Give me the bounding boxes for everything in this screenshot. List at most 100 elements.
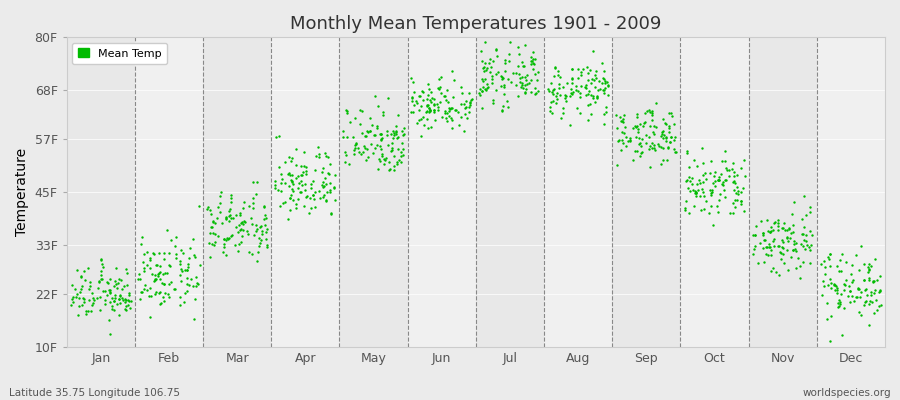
- Point: [799, 232, 814, 238]
- Point: [864, 289, 878, 296]
- Point: [191, 281, 205, 287]
- Point: [483, 64, 498, 70]
- Point: [94, 256, 108, 263]
- Point: [580, 64, 594, 70]
- Point: [423, 99, 437, 106]
- Point: [444, 115, 458, 121]
- Point: [150, 271, 165, 277]
- Point: [587, 77, 601, 83]
- Point: [385, 135, 400, 142]
- Point: [163, 263, 177, 269]
- Point: [647, 147, 662, 154]
- Point: [498, 57, 512, 63]
- Point: [661, 143, 675, 150]
- Point: [495, 74, 509, 80]
- Point: [631, 126, 645, 132]
- Point: [599, 78, 614, 85]
- Point: [715, 181, 729, 187]
- Point: [322, 179, 337, 186]
- Point: [132, 276, 147, 282]
- Point: [222, 235, 237, 241]
- Point: [160, 270, 175, 277]
- Bar: [749, 37, 817, 347]
- Point: [230, 248, 245, 254]
- Point: [478, 60, 492, 66]
- Point: [359, 157, 374, 164]
- Bar: [135, 37, 203, 347]
- Point: [668, 134, 682, 140]
- Point: [632, 141, 646, 147]
- Point: [386, 167, 400, 174]
- Point: [321, 154, 336, 160]
- Point: [289, 174, 303, 181]
- Point: [802, 244, 816, 251]
- Point: [642, 146, 656, 153]
- Point: [514, 84, 528, 90]
- Point: [695, 186, 709, 192]
- Point: [152, 289, 166, 296]
- Point: [320, 189, 334, 195]
- Point: [250, 258, 265, 264]
- Point: [458, 111, 473, 117]
- Point: [257, 216, 272, 222]
- Point: [371, 102, 385, 109]
- Point: [258, 215, 273, 221]
- Point: [439, 118, 454, 125]
- Point: [824, 284, 838, 291]
- Point: [384, 144, 399, 151]
- Point: [562, 122, 577, 128]
- Point: [222, 218, 237, 224]
- Point: [734, 198, 748, 204]
- Point: [255, 228, 269, 234]
- Point: [361, 154, 375, 160]
- Point: [614, 118, 628, 124]
- Point: [420, 125, 435, 131]
- Point: [842, 288, 857, 294]
- Point: [158, 280, 172, 287]
- Point: [420, 108, 435, 114]
- Point: [370, 142, 384, 148]
- Point: [411, 117, 426, 124]
- Point: [387, 132, 401, 138]
- Point: [853, 311, 868, 318]
- Point: [348, 115, 363, 122]
- Point: [458, 98, 473, 104]
- Point: [74, 273, 88, 279]
- Point: [680, 185, 695, 192]
- Point: [693, 207, 707, 214]
- Point: [525, 58, 539, 64]
- Point: [297, 180, 311, 187]
- Point: [795, 216, 809, 222]
- Point: [339, 134, 354, 141]
- Point: [482, 60, 497, 66]
- Point: [428, 102, 442, 108]
- Point: [124, 298, 139, 304]
- Point: [656, 116, 670, 122]
- Point: [796, 243, 810, 249]
- Point: [338, 159, 353, 166]
- Point: [865, 298, 879, 305]
- Point: [513, 75, 527, 81]
- Point: [317, 192, 331, 198]
- Point: [519, 86, 534, 93]
- Point: [634, 143, 649, 149]
- Point: [799, 212, 814, 218]
- Point: [722, 166, 736, 173]
- Point: [296, 149, 310, 155]
- Point: [216, 249, 230, 255]
- Point: [680, 177, 695, 183]
- Point: [778, 227, 792, 233]
- Point: [381, 142, 395, 148]
- Title: Monthly Mean Temperatures 1901 - 2009: Monthly Mean Temperatures 1901 - 2009: [290, 15, 662, 33]
- Point: [451, 109, 465, 116]
- Point: [268, 185, 283, 191]
- Point: [374, 137, 388, 143]
- Point: [322, 160, 337, 167]
- Point: [775, 224, 789, 231]
- Point: [706, 222, 721, 228]
- Point: [370, 124, 384, 131]
- Point: [597, 111, 611, 117]
- Point: [497, 82, 511, 88]
- Point: [621, 138, 635, 144]
- Point: [257, 222, 272, 228]
